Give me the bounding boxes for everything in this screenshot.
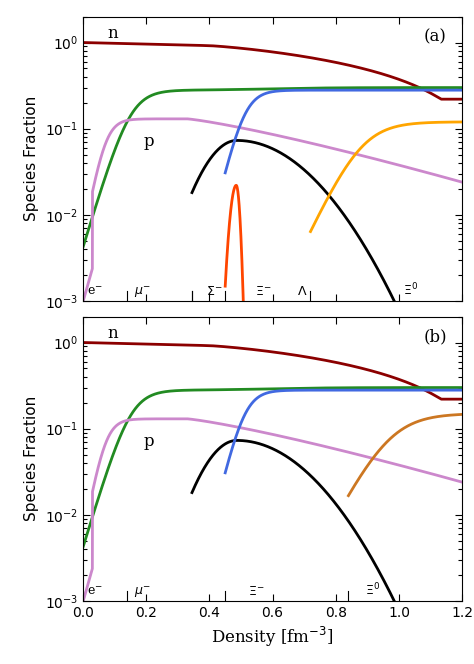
Text: $\Xi^{0}$: $\Xi^{0}$ <box>365 582 381 598</box>
Y-axis label: Species Fraction: Species Fraction <box>24 396 39 521</box>
Text: $\Xi^{-}$: $\Xi^{-}$ <box>255 286 272 298</box>
Text: $\Lambda$: $\Lambda$ <box>297 286 308 298</box>
Text: $\mu^{-}$: $\mu^{-}$ <box>134 285 151 300</box>
Text: $\mu^{-}$: $\mu^{-}$ <box>134 585 151 600</box>
Text: $\Xi^{0}$: $\Xi^{0}$ <box>403 282 419 298</box>
Text: n: n <box>108 325 118 342</box>
Text: (a): (a) <box>424 28 447 45</box>
Text: e$^{-}$: e$^{-}$ <box>87 286 103 298</box>
Text: p: p <box>144 133 154 150</box>
X-axis label: Density [fm$^{-3}$]: Density [fm$^{-3}$] <box>211 625 334 649</box>
Text: $\Xi^{-}$: $\Xi^{-}$ <box>248 585 264 598</box>
Text: (b): (b) <box>423 328 447 345</box>
Text: p: p <box>144 433 154 450</box>
Y-axis label: Species Fraction: Species Fraction <box>24 96 39 221</box>
Text: e$^{-}$: e$^{-}$ <box>87 585 103 598</box>
Text: $\Sigma^{-}$: $\Sigma^{-}$ <box>206 286 223 298</box>
Text: n: n <box>108 25 118 42</box>
